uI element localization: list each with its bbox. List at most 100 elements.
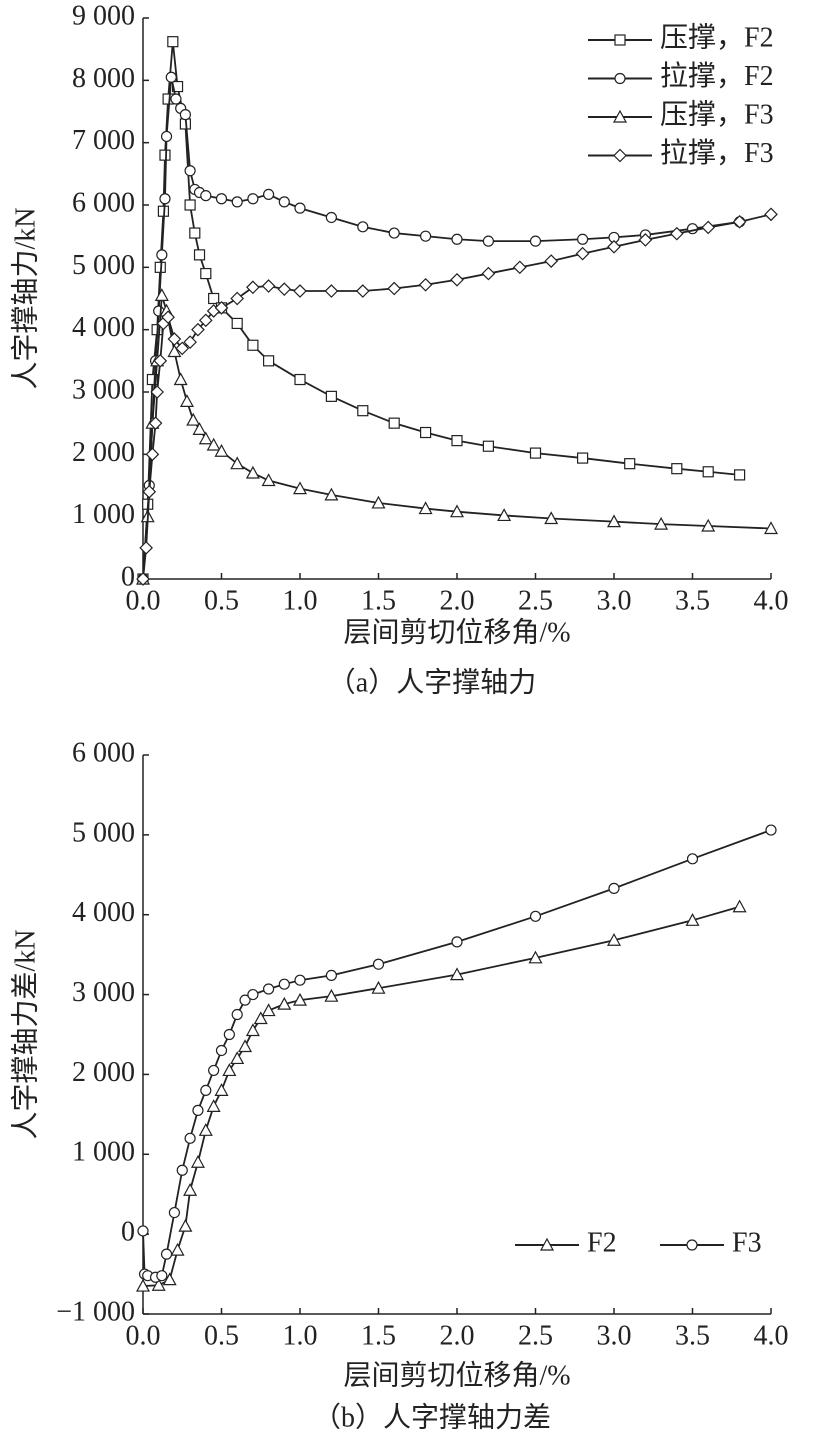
y-tick-label: 6 000 [72, 737, 135, 768]
marker [160, 130, 173, 143]
marker [294, 974, 306, 986]
legend-label: F2 [587, 1227, 617, 1258]
marker [137, 1225, 149, 1237]
marker [732, 214, 747, 229]
x-tick-label: 2.5 [518, 585, 553, 616]
x-tick-label: 1.5 [361, 585, 396, 616]
marker [208, 292, 220, 305]
marker [686, 853, 699, 865]
x-tick-label: 3.0 [597, 585, 632, 616]
x-tick-label: 3.5 [675, 585, 710, 616]
marker [482, 440, 494, 452]
marker [325, 969, 337, 982]
marker [294, 373, 306, 386]
marker [230, 291, 245, 306]
marker [261, 279, 276, 293]
marker [357, 221, 369, 233]
marker [613, 148, 627, 163]
series-line [142, 295, 772, 580]
x-tick-label: 1.0 [283, 585, 318, 616]
marker [263, 355, 275, 367]
marker [575, 246, 590, 261]
marker [170, 93, 182, 105]
marker [544, 254, 559, 268]
marker [278, 196, 290, 208]
marker [576, 452, 589, 464]
legend-label: 压撑，F3 [660, 98, 774, 130]
marker [214, 301, 229, 315]
marker [686, 223, 699, 235]
marker [253, 1011, 268, 1025]
marker [686, 1239, 698, 1251]
marker [701, 518, 716, 532]
marker [701, 220, 716, 235]
marker [449, 504, 465, 518]
marker [222, 1063, 237, 1077]
marker [732, 899, 747, 913]
marker [247, 339, 259, 351]
marker [528, 950, 543, 964]
x-tick-label: 2.0 [440, 585, 475, 616]
marker [170, 1242, 185, 1256]
x-axis-label: 层间剪切位移角/% [343, 1359, 570, 1391]
marker [671, 463, 683, 475]
marker [277, 996, 292, 1010]
marker [191, 322, 205, 337]
y-tick-label: 5 000 [72, 250, 135, 281]
marker [512, 260, 527, 275]
marker [184, 165, 196, 177]
marker [186, 412, 201, 426]
x-tick-label: 3.0 [597, 1320, 632, 1351]
x-tick-label: 2.0 [440, 1320, 475, 1351]
y-tick-label: 3 000 [72, 977, 135, 1008]
marker [607, 239, 621, 254]
marker [292, 992, 308, 1006]
marker [231, 196, 243, 208]
marker [388, 227, 400, 239]
x-tick-label: 0.5 [204, 585, 239, 616]
marker [139, 540, 153, 555]
marker [539, 1237, 555, 1251]
marker [154, 288, 169, 301]
marker [178, 1218, 193, 1232]
marker [418, 277, 433, 292]
caption: （b）人字撑轴力差 [313, 1401, 551, 1433]
marker [247, 988, 259, 1001]
marker [175, 341, 190, 356]
marker [481, 266, 496, 281]
marker [176, 1164, 188, 1176]
marker [614, 72, 626, 85]
marker [614, 34, 626, 46]
marker [160, 1248, 173, 1260]
x-tick-label: 4.0 [754, 1320, 789, 1351]
x-tick-label: 3.5 [675, 1320, 710, 1351]
marker [162, 1272, 177, 1286]
marker [247, 193, 259, 205]
y-tick-label: 0 [121, 1217, 135, 1248]
marker [159, 193, 171, 205]
marker [529, 447, 542, 459]
marker [606, 933, 622, 946]
marker [145, 447, 160, 462]
marker [371, 495, 386, 509]
marker [420, 230, 432, 242]
marker [608, 882, 620, 894]
y-tick-label: 5 000 [72, 817, 135, 848]
marker [624, 458, 636, 470]
marker [246, 280, 260, 295]
marker [146, 373, 159, 386]
marker [192, 422, 207, 435]
marker [451, 936, 463, 948]
marker [200, 1084, 212, 1097]
marker [418, 501, 433, 515]
y-tick-label: 6 000 [72, 187, 135, 218]
marker [231, 317, 243, 330]
marker [183, 335, 197, 349]
x-tick-label: 2.5 [518, 1320, 553, 1351]
marker [231, 1008, 243, 1021]
marker [156, 249, 168, 261]
marker [230, 456, 245, 470]
marker [238, 1039, 253, 1053]
x-tick-label: 0.0 [126, 585, 161, 616]
marker [263, 983, 275, 995]
